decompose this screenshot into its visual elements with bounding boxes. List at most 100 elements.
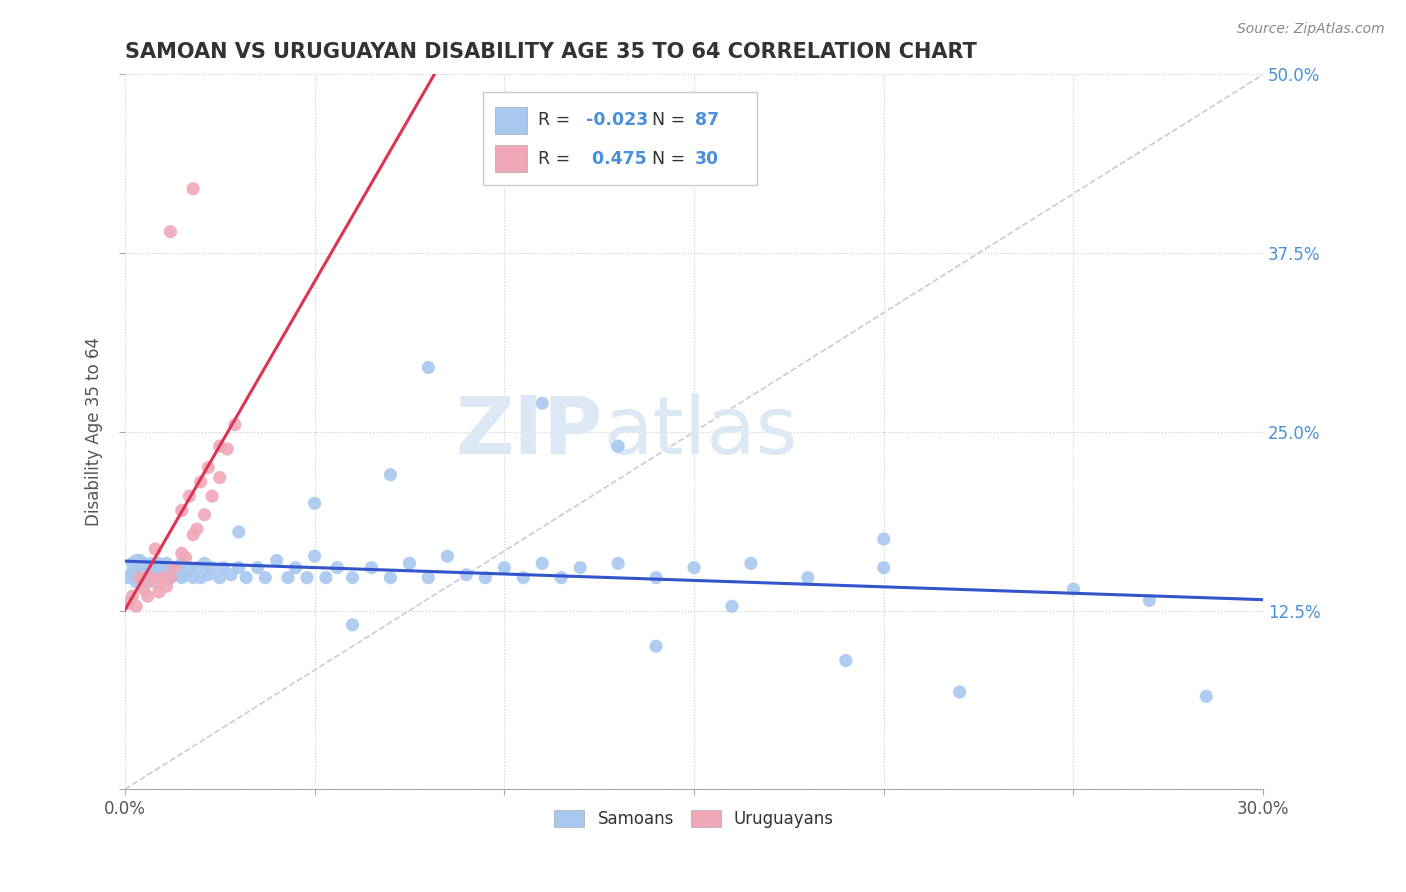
Point [797, 571, 820, 585]
Point [201, 560, 224, 574]
Point [208, 439, 231, 453]
Point [531, 396, 554, 410]
Point [217, 442, 239, 456]
Point [170, 546, 193, 560]
Text: R =: R = [538, 112, 571, 129]
Text: -0.023: -0.023 [586, 112, 648, 129]
Point [418, 360, 440, 375]
Point [873, 560, 896, 574]
Point [645, 571, 668, 585]
Point [129, 564, 152, 578]
Point [117, 596, 139, 610]
Text: Source: ZipAtlas.com: Source: ZipAtlas.com [1237, 22, 1385, 37]
Point [143, 560, 166, 574]
Point [132, 557, 155, 571]
Point [380, 467, 402, 482]
Point [219, 567, 242, 582]
Point [186, 522, 208, 536]
Text: ZIP: ZIP [456, 392, 603, 471]
Point [143, 542, 166, 557]
Point [315, 571, 337, 585]
Point [474, 571, 496, 585]
Point [208, 571, 231, 585]
Point [170, 503, 193, 517]
Point [121, 565, 143, 579]
Point [569, 560, 592, 574]
Point [152, 571, 174, 585]
Point [304, 496, 326, 510]
Point [170, 557, 193, 571]
Text: 30: 30 [695, 150, 720, 168]
Point [141, 557, 163, 571]
Text: R =: R = [538, 150, 571, 168]
Text: N =: N = [652, 112, 685, 129]
Point [143, 571, 166, 585]
Point [129, 553, 152, 567]
Point [212, 560, 235, 574]
Point [197, 567, 219, 582]
Text: atlas: atlas [603, 392, 797, 471]
Point [398, 557, 420, 571]
Point [159, 560, 181, 574]
Point [141, 571, 163, 585]
Point [125, 574, 148, 589]
Point [284, 560, 307, 574]
Point [148, 557, 170, 571]
Point [132, 571, 155, 585]
Point [159, 225, 181, 239]
Point [228, 560, 250, 574]
Point [129, 571, 152, 585]
Point [235, 571, 257, 585]
Point [193, 508, 215, 522]
Point [125, 553, 148, 567]
Point [125, 567, 148, 582]
Point [181, 571, 204, 585]
Point [129, 571, 152, 585]
FancyBboxPatch shape [484, 92, 756, 186]
Point [835, 654, 858, 668]
Point [121, 589, 143, 603]
Point [1195, 690, 1218, 704]
Text: SAMOAN VS URUGUAYAN DISABILITY AGE 35 TO 64 CORRELATION CHART: SAMOAN VS URUGUAYAN DISABILITY AGE 35 TO… [125, 42, 977, 62]
Point [201, 489, 224, 503]
Point [136, 560, 159, 574]
Point [873, 532, 896, 546]
Point [152, 560, 174, 574]
Point [167, 560, 190, 574]
Point [174, 567, 197, 582]
Point [121, 557, 143, 571]
Point [436, 549, 458, 564]
Point [163, 560, 186, 574]
Point [645, 640, 668, 654]
Point [228, 524, 250, 539]
Point [143, 574, 166, 589]
Point [456, 567, 478, 582]
Point [179, 560, 201, 574]
Point [141, 571, 163, 585]
Point [141, 565, 163, 579]
Point [193, 557, 215, 571]
Point [550, 571, 572, 585]
Point [181, 182, 204, 196]
Point [607, 557, 630, 571]
Point [418, 571, 440, 585]
Point [181, 527, 204, 541]
Point [494, 560, 516, 574]
Point [208, 470, 231, 484]
Point [607, 439, 630, 453]
Point [159, 571, 181, 585]
Legend: Samoans, Uruguayans: Samoans, Uruguayans [547, 803, 841, 835]
Point [304, 549, 326, 564]
Text: N =: N = [652, 150, 685, 168]
Point [179, 489, 201, 503]
Y-axis label: Disability Age 35 to 64: Disability Age 35 to 64 [86, 337, 103, 526]
Point [1063, 582, 1085, 596]
Point [246, 560, 269, 574]
Point [136, 574, 159, 589]
Point [132, 564, 155, 578]
Point [163, 567, 186, 582]
Point [949, 685, 972, 699]
Point [197, 460, 219, 475]
Point [159, 571, 181, 585]
Point [360, 560, 382, 574]
